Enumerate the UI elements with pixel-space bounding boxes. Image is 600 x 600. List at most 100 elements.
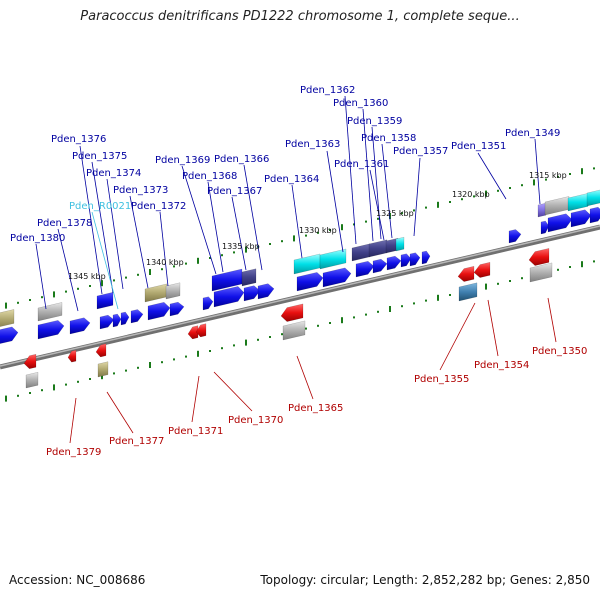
forward-gene[interactable] <box>540 220 550 235</box>
forward-gene[interactable] <box>99 314 115 330</box>
reverse-gene-label[interactable]: Pden_1365 <box>288 403 343 414</box>
forward-gene-label[interactable]: Pden_1378 <box>37 218 92 229</box>
forward-scale-tick <box>185 262 187 265</box>
forward-gene-label[interactable]: Pden_1367 <box>207 186 262 197</box>
forward-gene[interactable] <box>169 301 185 317</box>
forward-gene[interactable] <box>355 260 375 278</box>
forward-gene-label[interactable]: Pden_1349 <box>505 128 560 139</box>
forward-gene[interactable] <box>409 252 421 267</box>
reverse-gene[interactable] <box>67 349 77 363</box>
forward-gene[interactable] <box>400 253 412 268</box>
reverse-gene-label[interactable]: Pden_1379 <box>46 447 101 458</box>
reverse-gene[interactable] <box>187 325 199 340</box>
forward-gene[interactable] <box>322 267 352 288</box>
forward-gene-label[interactable]: Pden_1363 <box>285 139 340 150</box>
reverse-gene[interactable] <box>95 343 107 358</box>
forward-gene[interactable] <box>544 196 570 216</box>
forward-gene-label[interactable]: Pden_1375 <box>72 151 127 162</box>
forward-gene-label[interactable]: Pden_1362 <box>300 85 355 96</box>
forward-gene-label[interactable]: Pden_1364 <box>264 174 319 185</box>
forward-leader-line <box>534 138 541 205</box>
forward-gene-label[interactable]: Pden_1376 <box>51 134 106 145</box>
forward-gene[interactable] <box>529 262 553 283</box>
reverse-scale-tick <box>137 366 139 369</box>
forward-scale-tick <box>341 224 343 231</box>
reverse-gene-label[interactable]: Pden_1355 <box>414 374 469 385</box>
forward-gene[interactable] <box>372 258 388 274</box>
forward-gene-label[interactable]: Pden_1359 <box>347 116 402 127</box>
forward-scale-tick <box>425 206 427 209</box>
reverse-gene[interactable] <box>195 323 207 338</box>
forward-gene[interactable] <box>69 317 91 335</box>
forward-gene[interactable] <box>351 243 371 262</box>
forward-gene-label[interactable]: Pden_R0021 <box>69 201 131 212</box>
forward-gene[interactable] <box>386 255 402 271</box>
forward-gene[interactable] <box>537 202 547 218</box>
reverse-gene-label[interactable]: Pden_1350 <box>532 346 587 357</box>
forward-gene[interactable] <box>508 229 522 244</box>
forward-gene-label[interactable]: Pden_1358 <box>361 133 416 144</box>
forward-gene[interactable] <box>570 209 592 228</box>
forward-leader-line <box>231 196 247 271</box>
reverse-gene[interactable] <box>528 248 550 266</box>
forward-gene[interactable] <box>589 206 600 224</box>
forward-gene-label[interactable]: Pden_1372 <box>131 201 186 212</box>
forward-gene-label[interactable]: Pden_1351 <box>451 141 506 152</box>
reverse-gene[interactable] <box>473 261 491 278</box>
forward-gene[interactable] <box>130 309 144 324</box>
reverse-leader-line <box>296 355 314 400</box>
forward-gene-label[interactable]: Pden_1361 <box>334 159 389 170</box>
forward-gene[interactable] <box>257 283 275 300</box>
forward-gene-label[interactable]: Pden_1366 <box>214 154 269 165</box>
forward-scale-tick <box>221 254 223 257</box>
forward-gene[interactable] <box>147 301 171 321</box>
forward-gene[interactable] <box>120 311 130 326</box>
forward-gene-label[interactable]: Pden_1380 <box>10 233 65 244</box>
forward-gene[interactable] <box>213 286 245 308</box>
forward-scale-tick <box>293 235 295 242</box>
forward-gene[interactable] <box>547 213 573 233</box>
forward-gene[interactable] <box>296 272 324 292</box>
scale-label: 1315 kbp <box>529 171 567 180</box>
forward-gene[interactable] <box>421 250 431 265</box>
forward-gene[interactable] <box>37 320 65 340</box>
reverse-gene[interactable] <box>280 303 304 322</box>
forward-scale-tick <box>41 296 43 299</box>
forward-gene[interactable] <box>293 253 321 275</box>
forward-gene-label[interactable]: Pden_1374 <box>86 168 141 179</box>
reverse-scale-tick <box>425 299 427 302</box>
forward-gene[interactable] <box>282 320 306 341</box>
reverse-scale-tick <box>209 350 211 352</box>
forward-gene[interactable] <box>25 371 39 389</box>
forward-gene[interactable] <box>395 236 405 252</box>
forward-gene-label[interactable]: Pden_1360 <box>333 98 388 109</box>
reverse-gene-label[interactable]: Pden_1371 <box>168 426 223 437</box>
forward-gene[interactable] <box>165 282 181 300</box>
forward-gene[interactable] <box>97 361 109 378</box>
forward-gene-label[interactable]: Pden_1368 <box>182 171 237 182</box>
forward-gene[interactable] <box>241 268 257 287</box>
reverse-scale-tick <box>197 350 199 357</box>
reverse-gene-label[interactable]: Pden_1370 <box>228 415 283 426</box>
forward-gene-label[interactable]: Pden_1373 <box>113 185 168 196</box>
forward-gene-label[interactable]: Pden_1369 <box>155 155 210 166</box>
forward-gene[interactable] <box>368 239 388 258</box>
forward-gene[interactable] <box>319 248 347 270</box>
forward-gene[interactable] <box>96 291 114 310</box>
reverse-gene-label[interactable]: Pden_1354 <box>474 360 529 371</box>
reverse-gene-label[interactable]: Pden_1377 <box>109 436 164 447</box>
forward-gene[interactable] <box>586 189 600 207</box>
forward-scale-tick <box>437 201 439 208</box>
reverse-gene[interactable] <box>457 265 475 282</box>
forward-gene[interactable] <box>458 282 478 302</box>
forward-gene[interactable] <box>112 313 122 328</box>
forward-gene[interactable] <box>37 302 63 322</box>
forward-gene[interactable] <box>202 296 214 311</box>
forward-gene[interactable] <box>243 285 261 302</box>
reverse-gene[interactable] <box>23 353 37 370</box>
forward-gene[interactable] <box>0 309 15 329</box>
forward-gene[interactable] <box>0 326 19 346</box>
forward-gene[interactable] <box>567 193 589 212</box>
forward-gene[interactable] <box>144 283 168 303</box>
forward-gene-label[interactable]: Pden_1357 <box>393 146 448 157</box>
